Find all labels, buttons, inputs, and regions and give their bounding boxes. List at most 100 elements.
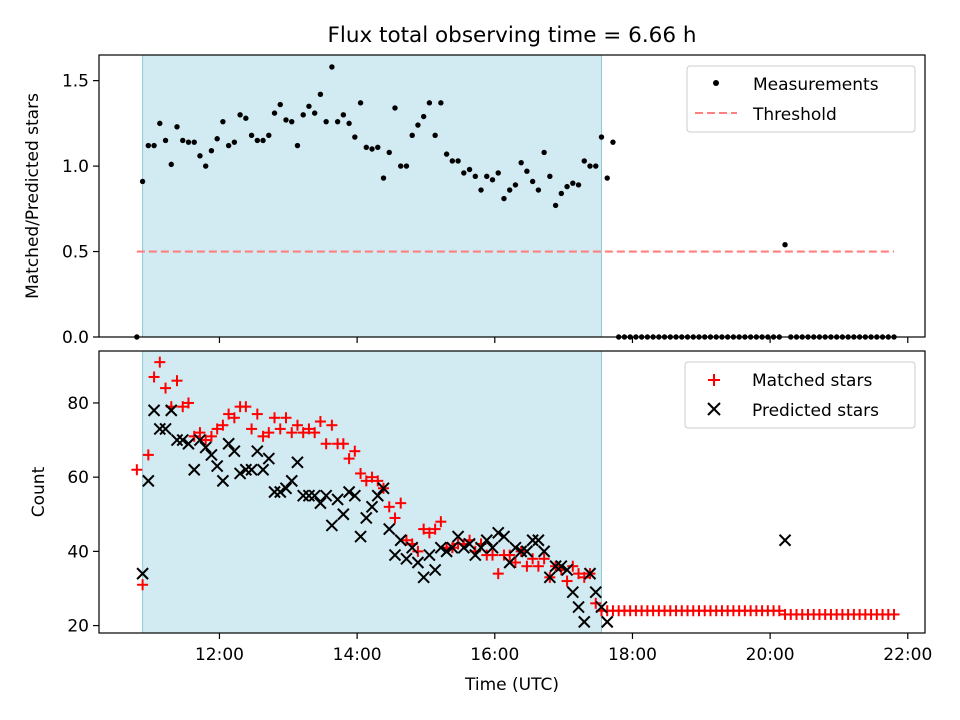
measurement-point <box>357 100 364 106</box>
matched-star-point <box>429 523 441 535</box>
measurement-point <box>375 144 381 150</box>
matched-star-point <box>412 545 424 557</box>
predicted-star-point <box>509 541 522 554</box>
predicted-star-point <box>549 560 562 573</box>
measurement-point <box>581 158 587 164</box>
matched-star-point <box>590 597 602 609</box>
predicted-star-point <box>383 522 396 536</box>
measurement-point <box>420 113 427 120</box>
top-panel: 0.0 0.5 1.0 1.5 Matched/Predicted stars Mea… <box>23 54 926 348</box>
y-tick-label: 80 <box>67 394 89 414</box>
matched-star-point <box>160 382 172 394</box>
bottom-y-axis-label: Count <box>29 466 49 517</box>
predicted-star-point <box>457 541 471 554</box>
measurement-point <box>455 158 461 164</box>
measurement-point <box>168 161 174 168</box>
predicted-star-point <box>480 534 493 547</box>
measurement-point <box>363 144 370 150</box>
predicted-star-point <box>411 556 425 569</box>
measurement-point <box>604 175 610 181</box>
bottom-shade <box>142 350 602 634</box>
matched-star-point <box>326 419 338 431</box>
measurement-point <box>610 139 616 145</box>
predicted-star-point <box>348 489 362 502</box>
matched-star-point <box>314 416 326 427</box>
predicted-legend-label: Predicted stars <box>752 401 879 421</box>
predicted-star-point <box>451 530 465 543</box>
measurement-point <box>277 101 283 108</box>
matched-star-point <box>228 412 240 424</box>
y-tick-label: 0.0 <box>62 328 89 348</box>
predicted-star-point <box>566 585 580 599</box>
predicted-star-point <box>446 541 459 554</box>
predicted-star-point <box>188 463 201 476</box>
measurement-point <box>162 137 169 144</box>
measurement-point <box>598 134 605 140</box>
predicted-star-point <box>331 493 344 506</box>
measurement-point <box>289 118 295 125</box>
measurement-point <box>306 103 312 109</box>
predicted-star-point <box>365 500 379 514</box>
predicted-star-point <box>205 448 218 462</box>
predicted-star-point <box>463 537 476 551</box>
predicted-star-point <box>279 482 293 495</box>
measurement-point <box>380 175 387 181</box>
measurement-point <box>466 166 473 173</box>
measurement-point <box>495 170 501 176</box>
threshold-legend-label: Threshold <box>752 105 837 125</box>
predicted-star-point <box>388 548 402 562</box>
predicted-star-point <box>428 563 442 577</box>
measurement-point <box>317 91 324 98</box>
y-tick-label: 1.5 <box>62 72 89 92</box>
predicted-star-point <box>342 485 356 499</box>
predicted-star-point <box>176 433 189 447</box>
x-tick-label: 16:00 <box>470 645 519 665</box>
predicted-star-point <box>469 548 482 562</box>
top-y-axis-label: Matched/Predicted stars <box>23 93 43 299</box>
matched-star-point <box>154 356 166 368</box>
predicted-star-point <box>308 489 321 502</box>
matched-star-point <box>246 423 258 435</box>
matched-legend-marker <box>708 374 720 386</box>
matched-star-point <box>131 464 143 476</box>
matched-star-point <box>142 449 154 461</box>
measurement-point <box>782 242 788 248</box>
matched-star-point <box>263 427 275 439</box>
matched-star-point <box>573 568 585 580</box>
matched-star-point <box>360 475 372 487</box>
predicted-star-point <box>262 452 275 465</box>
measurement-point <box>415 122 421 128</box>
measurement-point <box>334 118 341 125</box>
measurement-point <box>248 132 255 139</box>
measurement-point <box>478 187 484 193</box>
measurement-point <box>484 173 490 180</box>
predicted-star-point <box>492 526 505 540</box>
matched-star-point <box>309 427 321 439</box>
bottom-legend-box <box>684 361 916 429</box>
measurement-point <box>283 117 289 123</box>
measurement-point <box>535 187 542 193</box>
matched-star-point <box>423 527 435 539</box>
matched-star-point <box>538 553 550 565</box>
measurement-point <box>529 178 536 185</box>
measurement-point <box>489 177 496 183</box>
matched-star-point <box>211 423 223 435</box>
measurement-point <box>352 134 358 140</box>
matched-star-point <box>148 371 160 383</box>
matched-star-point <box>400 534 412 546</box>
measurement-point <box>524 168 530 174</box>
measurement-point <box>547 173 553 180</box>
measurement-point <box>300 112 306 118</box>
predicted-star-point <box>153 422 167 436</box>
measurement-point <box>558 190 565 197</box>
x-tick-label: 14:00 <box>333 645 382 665</box>
matched-star-point <box>251 408 263 420</box>
top-shade <box>142 54 602 338</box>
predicted-star-point <box>434 541 448 554</box>
measurement-point <box>220 118 226 125</box>
measurements-legend-label: Measurements <box>753 75 879 95</box>
measurement-point <box>139 178 146 185</box>
matched-legend-label: Matched stars <box>752 371 872 391</box>
matched-star-point <box>561 575 573 587</box>
measurement-point <box>346 120 352 127</box>
